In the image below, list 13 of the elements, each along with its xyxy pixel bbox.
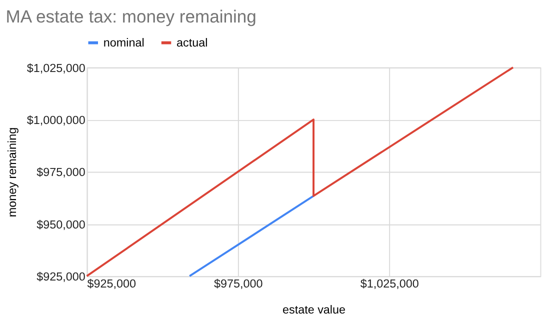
- y-tick-label: $1,025,000: [26, 62, 86, 75]
- legend-label: nominal: [103, 36, 144, 50]
- legend-label: actual: [176, 36, 208, 50]
- x-tick-label: $925,000: [87, 277, 137, 290]
- y-axis-title: money remaining: [6, 127, 20, 218]
- y-tick-label: $1,000,000: [26, 114, 86, 127]
- y-tick-label: $975,000: [36, 166, 86, 180]
- x-tick-label: $1,025,000: [360, 277, 420, 290]
- x-tick-label: $975,000: [214, 277, 264, 290]
- y-tick-label: $950,000: [36, 218, 86, 232]
- chart-title: MA estate tax: money remaining: [6, 6, 256, 27]
- line-series: [86, 66, 514, 278]
- x-axis-title: estate value: [282, 304, 346, 317]
